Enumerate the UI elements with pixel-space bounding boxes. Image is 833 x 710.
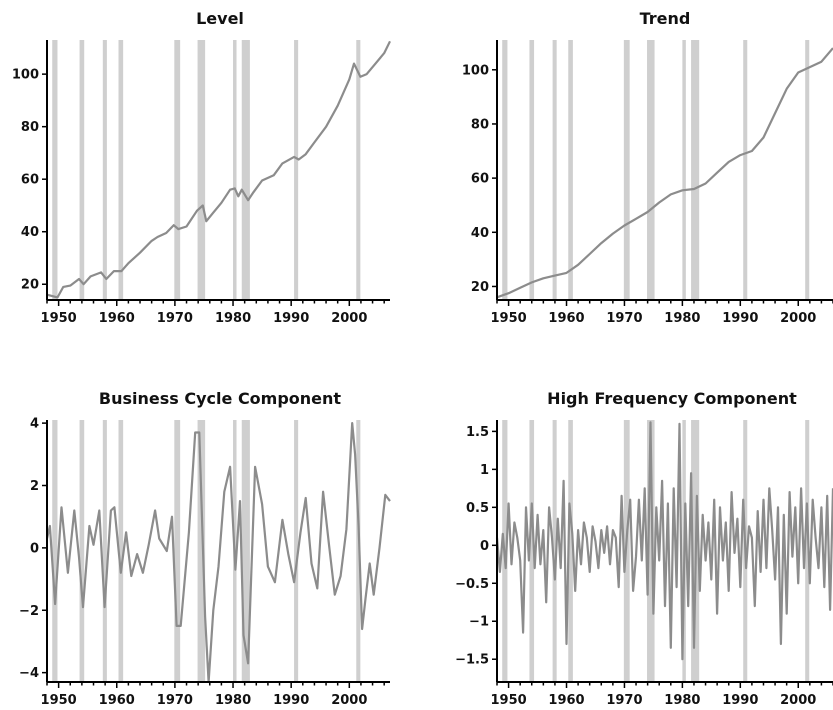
x-tick-label: 1980 bbox=[664, 311, 700, 326]
y-tick-label: 20 bbox=[21, 278, 39, 293]
recession-band bbox=[79, 420, 85, 682]
x-tick-label: 1990 bbox=[722, 311, 758, 326]
x-tick-label: 1950 bbox=[490, 311, 526, 326]
x-tick-label: 1980 bbox=[664, 693, 700, 708]
x-tick-label: 1980 bbox=[215, 311, 251, 326]
recession-band bbox=[552, 420, 557, 682]
y-tick-label: 2 bbox=[30, 479, 39, 494]
y-tick-label: 100 bbox=[462, 63, 489, 78]
y-tick-label: −1.5 bbox=[455, 653, 489, 668]
x-tick-label: 1960 bbox=[99, 693, 135, 708]
x-tick-label: 2000 bbox=[780, 311, 816, 326]
x-tick-label: 1950 bbox=[41, 693, 77, 708]
panel-title: Level bbox=[196, 9, 244, 28]
panel-trend: Trend 20 40 60 80 100 1950 1960 1970 1980 1990 200… bbox=[462, 9, 833, 326]
trend-series-line bbox=[496, 47, 833, 299]
panel-level: Level 20 40 60 80 100 1950 1960 1970 1980 1990 200… bbox=[12, 9, 391, 326]
high-frequency-series-line bbox=[495, 421, 833, 661]
x-tick-label: 1990 bbox=[273, 311, 309, 326]
recession-band bbox=[174, 420, 181, 682]
x-tick-label: 1960 bbox=[99, 311, 135, 326]
recession-band bbox=[552, 40, 557, 300]
recession-band bbox=[241, 40, 250, 300]
recession-band bbox=[52, 40, 58, 300]
y-tick-label: −1 bbox=[469, 615, 489, 630]
panel-business-cycle: Business Cycle Component −4 −2 0 2 4 1950 1960… bbox=[19, 389, 391, 708]
panel-title: Trend bbox=[640, 9, 691, 28]
recession-band bbox=[568, 40, 573, 300]
x-tick-label: 2000 bbox=[331, 311, 367, 326]
y-tick-label: −4 bbox=[19, 666, 39, 681]
x-tick-label: 2000 bbox=[780, 693, 816, 708]
recession-bands bbox=[502, 40, 810, 300]
x-tick-label: 1980 bbox=[215, 693, 251, 708]
recession-band bbox=[174, 40, 181, 300]
y-tick-label: −2 bbox=[19, 604, 39, 619]
x-tick-label: 1970 bbox=[606, 693, 642, 708]
business-cycle-series-line bbox=[45, 422, 391, 684]
recession-band bbox=[197, 420, 206, 682]
y-tick-label: 100 bbox=[12, 68, 39, 83]
recession-band bbox=[623, 40, 630, 300]
y-tick-label: 40 bbox=[471, 226, 489, 241]
recession-band bbox=[52, 420, 58, 682]
y-tick-label: 80 bbox=[471, 117, 489, 132]
recession-band bbox=[118, 420, 124, 682]
y-tick-label: 4 bbox=[30, 417, 39, 432]
y-tick-label: 80 bbox=[21, 120, 39, 135]
recession-band bbox=[805, 40, 810, 300]
y-tick-label: 1.5 bbox=[466, 425, 489, 440]
x-tick-label: 1990 bbox=[722, 693, 758, 708]
recession-band bbox=[647, 420, 655, 682]
x-tick-label: 1950 bbox=[490, 693, 526, 708]
recession-band bbox=[356, 40, 361, 300]
recession-band bbox=[529, 40, 535, 300]
recession-band bbox=[241, 420, 250, 682]
recession-band bbox=[118, 40, 124, 300]
x-tick-label: 1970 bbox=[606, 311, 642, 326]
panel-high-frequency: High Frequency Component −1.5 −1 −0.5 0 0.5 1… bbox=[455, 389, 833, 708]
y-tick-label: −0.5 bbox=[455, 577, 489, 592]
recession-band bbox=[294, 40, 299, 300]
recession-band bbox=[502, 40, 508, 300]
y-tick-label: 40 bbox=[21, 225, 39, 240]
recession-band bbox=[743, 40, 748, 300]
x-tick-label: 1970 bbox=[157, 693, 193, 708]
recession-band bbox=[682, 40, 686, 300]
y-tick-label: 0.5 bbox=[466, 501, 489, 516]
recession-band bbox=[691, 40, 700, 300]
x-tick-label: 1960 bbox=[548, 311, 584, 326]
y-tick-label: 60 bbox=[471, 172, 489, 187]
recession-band bbox=[102, 40, 107, 300]
recession-band bbox=[79, 40, 85, 300]
y-tick-label: 20 bbox=[471, 280, 489, 295]
x-tick-label: 1960 bbox=[548, 693, 584, 708]
x-tick-label: 1950 bbox=[41, 311, 77, 326]
panel-title: High Frequency Component bbox=[547, 389, 797, 408]
x-tick-label: 1990 bbox=[273, 693, 309, 708]
y-tick-label: 1 bbox=[480, 463, 489, 478]
recession-bands bbox=[52, 40, 361, 300]
recession-band bbox=[197, 40, 206, 300]
x-tick-label: 1970 bbox=[157, 311, 193, 326]
recession-band bbox=[102, 420, 107, 682]
recession-band bbox=[568, 420, 573, 682]
recession-band bbox=[529, 420, 535, 682]
panel-title: Business Cycle Component bbox=[99, 389, 342, 408]
recession-band bbox=[647, 40, 655, 300]
y-tick-label: 0 bbox=[30, 541, 39, 556]
recession-band bbox=[233, 40, 237, 300]
recession-band bbox=[294, 420, 299, 682]
y-tick-label: 0 bbox=[480, 539, 489, 554]
y-tick-label: 60 bbox=[21, 173, 39, 188]
recession-band bbox=[356, 420, 361, 682]
x-tick-label: 2000 bbox=[331, 693, 367, 708]
recession-band bbox=[805, 420, 810, 682]
level-series-line bbox=[46, 40, 391, 299]
